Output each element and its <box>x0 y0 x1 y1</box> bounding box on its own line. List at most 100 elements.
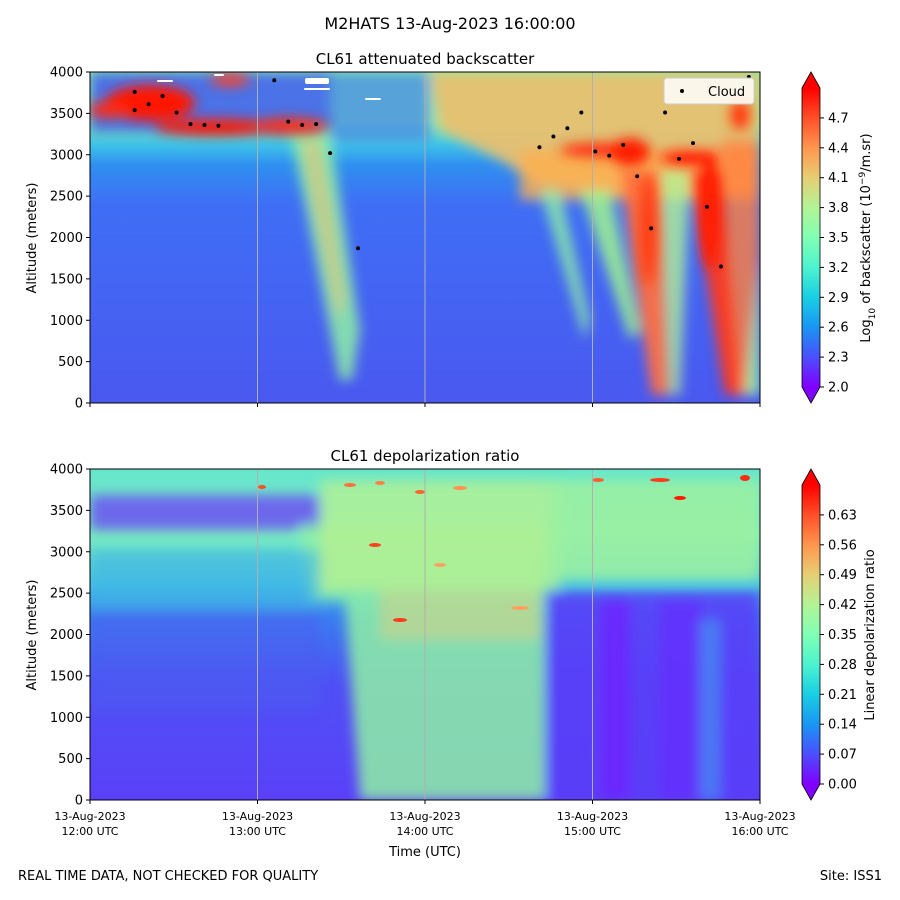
backscatter-panel: CL61 attenuated backscatter 0 500 1000 1500… <box>25 50 878 412</box>
backscatter-colorbar-tick-label: 3.2 <box>828 261 849 276</box>
cloud-point <box>146 102 151 107</box>
backscatter-y-tick-label: 2500 <box>50 190 83 205</box>
backscatter-y-tick-label: 0 <box>75 397 83 412</box>
cloud-point <box>216 123 221 128</box>
figure-title: M2HATS 13-Aug-2023 16:00:00 <box>324 14 576 33</box>
time-tick-time: 14:00 UTC <box>396 825 453 838</box>
cloud-point <box>202 122 207 127</box>
backscatter-y-axis: 0 500 1000 1500 2000 2500 3000 3500 4000 <box>50 66 90 412</box>
backscatter-y-tick-label: 4000 <box>50 66 83 81</box>
depolarization-colorbar-tick-label: 0.14 <box>828 718 857 733</box>
cloud-point <box>565 126 570 131</box>
backscatter-x-ticks <box>89 403 761 407</box>
depolarization-title: CL61 depolarization ratio <box>331 447 520 465</box>
quality-disclaimer: REAL TIME DATA, NOT CHECKED FOR QUALITY <box>18 869 319 884</box>
backscatter-colorbar-tick-label: 3.5 <box>828 231 849 246</box>
backscatter-colorbar-tick-label: 4.7 <box>828 111 849 126</box>
cloud-point <box>579 110 584 115</box>
cloud-point <box>160 93 165 98</box>
depolarization-y-tick-label: 3500 <box>50 504 83 519</box>
depolarization-colorbar: 0.00 0.07 0.14 0.21 0.28 0.35 0.42 0.49 0.56 0.63… <box>801 468 878 801</box>
backscatter-colorbar-tick-label: 2.0 <box>828 381 849 396</box>
backscatter-colorbar-tick-label: 2.6 <box>828 321 849 336</box>
depolarization-y-tick-label: 1500 <box>50 669 83 684</box>
cloud-point <box>328 151 333 156</box>
site-label: Site: ISS1 <box>819 869 882 884</box>
cloud-point <box>286 119 291 124</box>
cloud-point <box>551 134 556 139</box>
time-tick-date: 13-Aug-2023 <box>54 810 125 823</box>
time-tick-date: 13-Aug-2023 <box>222 810 293 823</box>
depolarization-colorbar-tick-label: 0.28 <box>828 658 857 673</box>
cloud-legend-marker-icon <box>680 89 684 93</box>
depolarization-y-tick-label: 0 <box>75 794 83 809</box>
backscatter-colorbar-tick-label: 4.4 <box>828 141 849 156</box>
time-tick-time: 15:00 UTC <box>564 825 621 838</box>
depolarization-x-axis: 13-Aug-2023 12:00 UTC 13-Aug-2023 13:00 UTC… <box>54 800 796 838</box>
backscatter-title: CL61 attenuated backscatter <box>316 50 535 68</box>
depolarization-time-gridlines <box>257 469 593 800</box>
cloud-point <box>649 226 654 231</box>
cloud-point <box>677 156 682 161</box>
backscatter-colorbar-tick-label: 2.9 <box>828 291 849 306</box>
backscatter-time-gridlines <box>257 72 593 403</box>
cloud-point <box>691 141 695 146</box>
cloud-markers <box>132 74 751 269</box>
backscatter-colorbar-tick-label: 2.3 <box>828 351 849 366</box>
depolarization-colorbar-tick-label: 0.56 <box>828 538 857 553</box>
depolarization-y-tick-label: 1000 <box>50 711 83 726</box>
depolarization-y-axis: 0 500 1000 1500 2000 2500 3000 3500 4000 <box>50 463 90 809</box>
depolarization-colorbar-ticks: 0.00 0.07 0.14 0.21 0.28 0.35 0.42 0.49 0.56 0.63 <box>820 508 857 793</box>
cloud-point <box>314 122 319 127</box>
time-tick-time: 16:00 UTC <box>731 825 788 838</box>
cloud-point <box>174 110 179 115</box>
cloud-point <box>132 108 137 113</box>
depolarization-y-tick-label: 3000 <box>50 545 83 560</box>
depolarization-y-tick-label: 500 <box>58 752 83 767</box>
backscatter-colorbar: 2.0 2.3 2.6 2.9 3.2 3.5 3.8 4.1 4.4 4.7 Log10 of … <box>801 71 878 404</box>
backscatter-y-tick-label: 3000 <box>50 148 83 163</box>
depolarization-colorbar-tick-label: 0.63 <box>828 508 857 523</box>
cloud-point <box>635 174 640 179</box>
cloud-point <box>537 145 542 150</box>
cloud-legend: Cloud <box>663 77 755 105</box>
time-axis-label: Time (UTC) <box>388 845 461 860</box>
cloud-point <box>132 89 137 94</box>
cloud-point <box>272 78 277 83</box>
depolarization-panel: CL61 depolarization ratio 0 500 1000 1500 20… <box>25 447 878 860</box>
depolarization-colorbar-tick-label: 0.00 <box>828 778 857 793</box>
backscatter-y-tick-label: 2000 <box>50 231 83 246</box>
cloud-point <box>300 122 305 127</box>
cloud-point <box>621 142 626 147</box>
depolarization-y-tick-label: 4000 <box>50 463 83 478</box>
depolarization-heatmap <box>90 469 760 800</box>
time-tick-date: 13-Aug-2023 <box>724 810 795 823</box>
cloud-point <box>718 264 723 269</box>
depolarization-colorbar-tick-label: 0.49 <box>828 568 857 583</box>
depolarization-colorbar-label: Linear depolarization ratio <box>863 549 878 720</box>
cloud-point <box>593 149 598 154</box>
time-tick-time: 13:00 UTC <box>229 825 286 838</box>
depolarization-colorbar-tick-label: 0.07 <box>828 748 857 763</box>
cloud-point <box>356 246 360 251</box>
backscatter-y-tick-label: 3500 <box>50 107 83 122</box>
depolarization-y-tick-label: 2000 <box>50 628 83 643</box>
backscatter-y-axis-label: Altitude (meters) <box>25 183 40 294</box>
backscatter-y-tick-label: 500 <box>58 355 83 370</box>
cloud-point <box>607 153 612 158</box>
time-tick-time: 12:00 UTC <box>61 825 118 838</box>
backscatter-y-tick-label: 1000 <box>50 314 83 329</box>
time-tick-date: 13-Aug-2023 <box>557 810 628 823</box>
backscatter-colorbar-tick-label: 4.1 <box>828 171 849 186</box>
depolarization-y-tick-label: 2500 <box>50 587 83 602</box>
backscatter-colorbar-ticks: 2.0 2.3 2.6 2.9 3.2 3.5 3.8 4.1 4.4 4.7 <box>820 111 849 396</box>
depolarization-colorbar-tick-label: 0.21 <box>828 688 857 703</box>
cloud-point <box>188 122 193 127</box>
time-tick-date: 13-Aug-2023 <box>389 810 460 823</box>
cloud-legend-label: Cloud <box>708 85 745 100</box>
depolarization-colorbar-tick-label: 0.35 <box>828 628 857 643</box>
depolarization-y-axis-label: Altitude (meters) <box>25 580 40 691</box>
depolarization-colorbar-tick-label: 0.42 <box>828 598 857 613</box>
backscatter-y-tick-label: 1500 <box>50 272 83 287</box>
